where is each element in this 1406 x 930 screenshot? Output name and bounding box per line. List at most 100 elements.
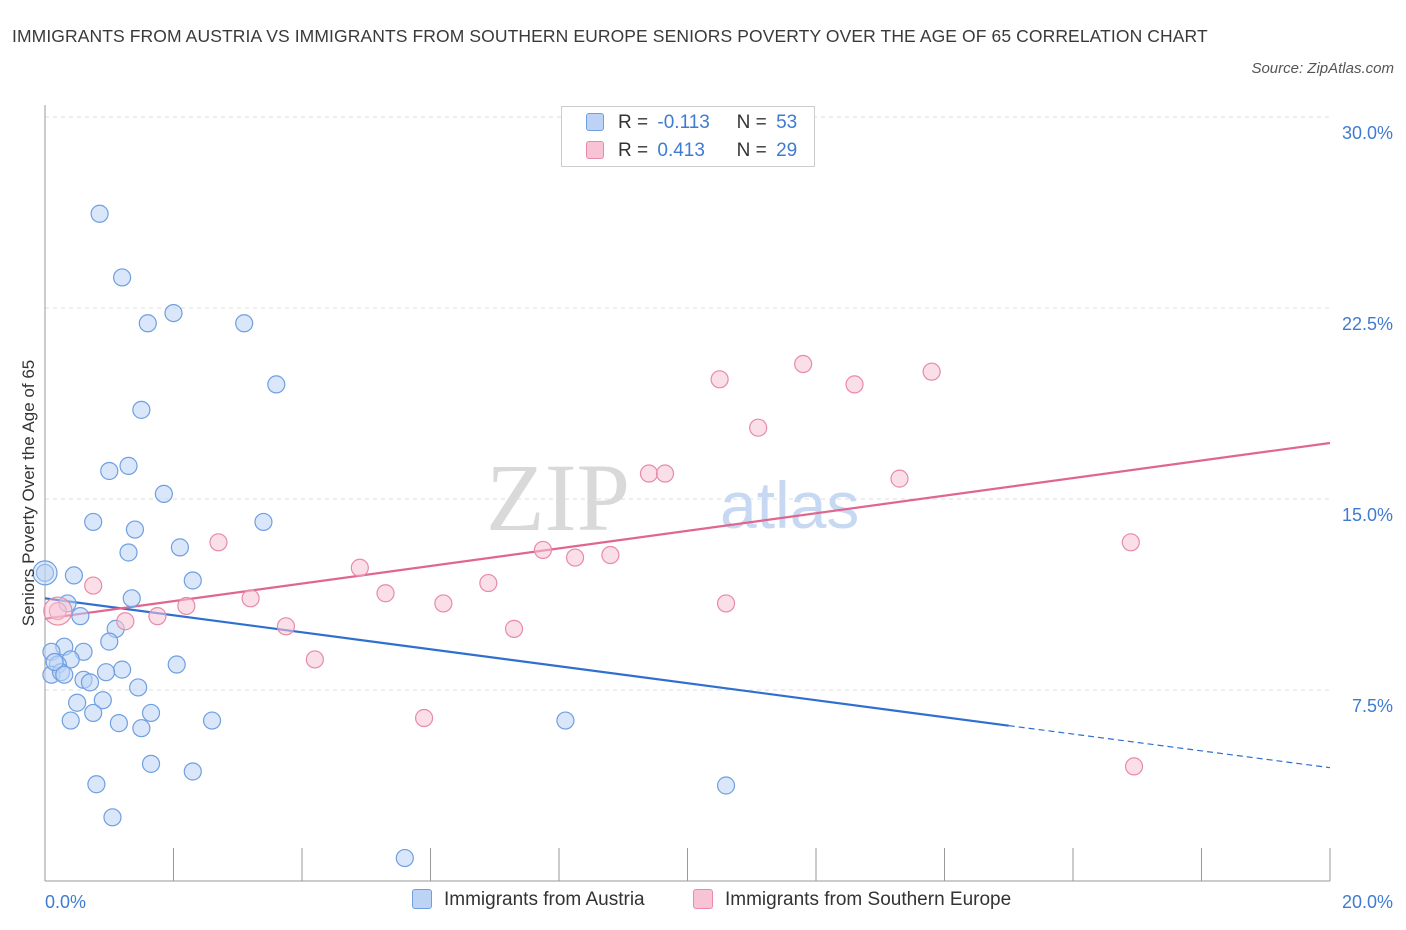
point-austria-20 — [71, 607, 90, 626]
point-southern-europe-2 — [710, 370, 729, 389]
trend-line-southern-europe — [44, 441, 1331, 620]
point-austria-2 — [138, 314, 157, 333]
source-label: Source: ZipAtlas.com — [1251, 60, 1394, 77]
point-austria-44 — [132, 719, 151, 738]
point-austria-41 — [109, 714, 128, 733]
point-austria-4 — [235, 314, 254, 333]
legend-row-southern-europe: R = 0.413 N = 29 — [586, 140, 797, 164]
point-austria-26 — [100, 632, 119, 651]
point-austria-34 — [80, 673, 100, 692]
point-austria-49 — [103, 808, 122, 827]
point-southern-europe-7 — [890, 469, 909, 488]
watermark-zip: ZIP — [486, 444, 630, 551]
point-southern-europe-cluster — [43, 596, 73, 626]
point-southern-europe-0 — [794, 354, 813, 374]
legend-n-value: 53 — [776, 112, 798, 133]
x-tick-label-max: 20.0% — [1342, 892, 1393, 912]
point-austria-3 — [164, 303, 183, 323]
y-tick-label-1: 15.0% — [1342, 505, 1393, 525]
trend-lines — [44, 441, 1331, 769]
point-southern-europe-20 — [177, 596, 196, 616]
point-austria-52 — [55, 665, 74, 684]
point-southern-europe-25 — [305, 650, 324, 669]
legend-r-value: -0.113 — [657, 112, 710, 133]
point-austria-1 — [112, 268, 132, 287]
point-southern-europe-5 — [639, 464, 659, 483]
legend-row-austria: R = -0.113 N = 53 — [586, 112, 797, 136]
point-southern-europe-13 — [350, 558, 369, 577]
data-points — [32, 204, 1144, 868]
point-southern-europe-23 — [276, 617, 296, 636]
point-austria-36 — [93, 691, 112, 710]
y-tick-label-3: 30.0% — [1342, 123, 1393, 143]
point-austria-30 — [96, 663, 116, 682]
point-austria-42 — [202, 711, 222, 730]
watermark: ZIP atlas — [486, 444, 859, 551]
correlation-legend: R = -0.113 N = 53 R = 0.413 N = 29 — [561, 106, 815, 167]
y-tick-label-0: 7.5% — [1352, 696, 1393, 716]
tick-labels: 7.5% 15.0% 22.5% 30.0% 0.0% 20.0% — [45, 123, 1393, 912]
x-tick-label-min: 0.0% — [45, 892, 86, 912]
point-southern-europe-12 — [601, 545, 620, 565]
point-austria-43 — [556, 711, 575, 730]
point-southern-europe-26 — [414, 708, 434, 728]
point-austria-7 — [119, 456, 138, 475]
point-austria-46 — [183, 762, 202, 781]
legend-r-label: R = — [618, 140, 649, 161]
point-austria-15 — [35, 563, 55, 582]
point-austria-39 — [141, 703, 161, 723]
legend-r-label: R = — [618, 112, 649, 133]
point-austria-6 — [132, 400, 151, 419]
point-southern-europe-19 — [716, 594, 736, 613]
trend-line-austria-extension — [1008, 725, 1331, 769]
point-southern-europe-15 — [84, 576, 103, 595]
point-austria-9 — [154, 484, 173, 504]
watermark-atlas: atlas — [720, 468, 859, 542]
point-southern-europe-1 — [922, 362, 941, 381]
point-southern-europe-11 — [565, 548, 585, 567]
point-southern-europe-22 — [116, 612, 135, 631]
point-austria-16 — [64, 566, 84, 585]
legend-n-value: 29 — [776, 140, 798, 161]
bottom-legend-label-southern-europe: Immigrants from Southern Europe — [725, 889, 1012, 910]
point-austria-45 — [141, 754, 161, 773]
point-southern-europe-28 — [48, 601, 67, 621]
y-tick-label-2: 22.5% — [1342, 314, 1393, 334]
point-austria-40 — [61, 711, 80, 730]
point-austria-10 — [84, 512, 103, 532]
point-austria-37 — [68, 693, 87, 712]
chart-title: IMMIGRANTS FROM AUSTRIA VS IMMIGRANTS FR… — [12, 26, 1208, 46]
bottom-legend-swatch-southern-europe — [693, 889, 713, 909]
point-southern-europe-16 — [376, 584, 395, 603]
point-southern-europe-14 — [479, 573, 498, 593]
point-austria-29 — [112, 660, 132, 679]
legend-swatch-austria — [586, 113, 604, 131]
point-austria-0 — [90, 204, 109, 223]
gridlines — [45, 116, 1330, 691]
legend-n-label: N = — [736, 112, 767, 133]
point-austria-8 — [100, 461, 119, 481]
point-southern-europe-9 — [209, 533, 228, 552]
point-austria-38 — [84, 703, 103, 723]
point-austria-51 — [45, 652, 64, 672]
legend-swatch-southern-europe — [586, 141, 604, 159]
point-southern-europe-27 — [1124, 757, 1144, 776]
point-austria-13 — [119, 543, 138, 562]
trend-line-austria — [44, 597, 1009, 727]
point-austria-11 — [125, 520, 145, 539]
point-southern-europe-18 — [434, 594, 453, 613]
point-southern-europe-10 — [533, 540, 553, 560]
bottom-legend-label-austria: Immigrants from Austria — [444, 889, 645, 910]
axes — [44, 105, 1331, 882]
point-southern-europe-4 — [749, 418, 768, 437]
point-austria-50 — [395, 848, 414, 868]
point-austria-18 — [122, 589, 141, 608]
point-austria-35 — [129, 678, 148, 697]
bottom-legend-austria: Immigrants from Austria — [412, 889, 645, 911]
point-austria-47 — [87, 775, 106, 794]
bottom-legend-southern-europe: Immigrants from Southern Europe — [693, 889, 1011, 911]
y-axis-label: Seniors Poverty Over the Age of 65 — [19, 360, 38, 626]
point-austria-28 — [167, 655, 186, 674]
point-austria-5 — [267, 375, 286, 394]
point-austria-14 — [170, 538, 190, 557]
